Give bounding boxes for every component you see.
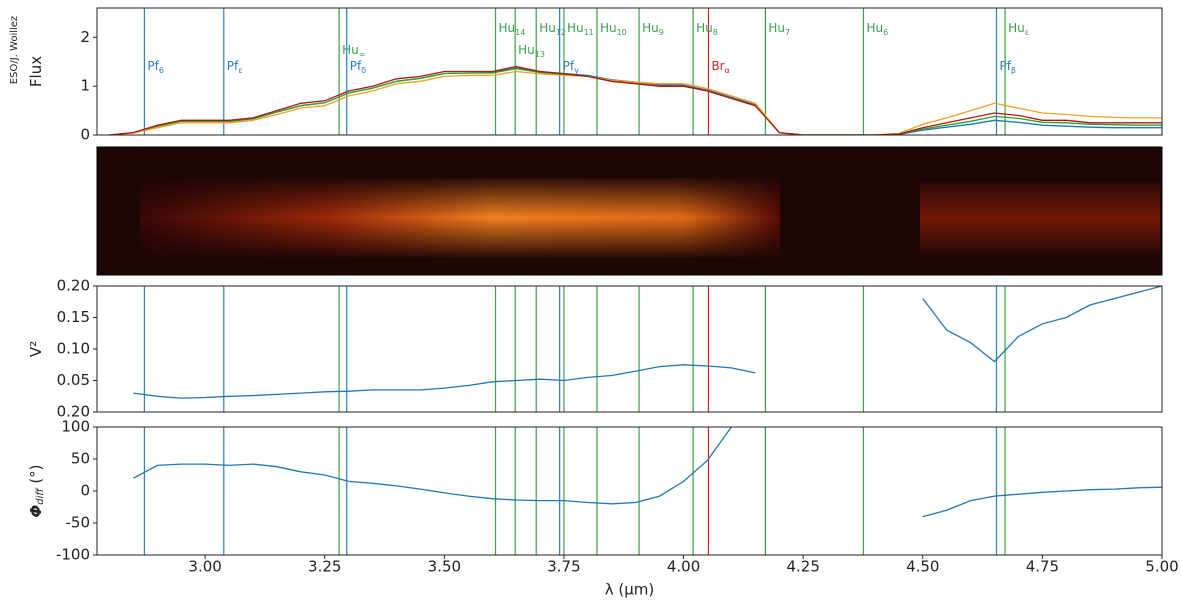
spectral-line-label: Hu14 (499, 21, 526, 37)
spectral-line-label: Pfε (227, 59, 243, 75)
line-label-text: Hu (642, 21, 659, 35)
y-axis-label: Φdiff (°) (27, 464, 47, 517)
line-label-sub: 14 (515, 28, 525, 37)
axes-frame (96, 285, 1163, 413)
x-tick-label: 4.00 (667, 558, 700, 576)
series-line (109, 67, 1162, 135)
spectral-line-label: Hu8 (696, 21, 718, 37)
line-label-text: Hu (342, 43, 359, 57)
y-tick-label: 2 (80, 28, 90, 46)
spectral-line-label: Hu10 (600, 21, 627, 37)
line-label-sub: β (1011, 66, 1016, 75)
spectral-line-label: Pfδ (350, 59, 366, 75)
x-tick-label: 4.25 (786, 558, 819, 576)
y-tick-label: 0.15 (57, 308, 90, 326)
line-label-sub: 12 (556, 28, 566, 37)
series-line (109, 65, 1162, 135)
y-tick-label: 0.20 (57, 403, 90, 421)
y-tick-label: 0.05 (57, 371, 90, 389)
spectral-line-label: Hu6 (866, 21, 888, 37)
y-tick-label: 0 (80, 482, 90, 500)
y-tick-label: 50 (71, 450, 90, 468)
line-label-sub: ε (238, 66, 242, 75)
spectral-line-label: Hu∞ (342, 43, 365, 59)
line-label-sub: 6 (159, 66, 164, 75)
y-tick-label: -100 (56, 546, 90, 564)
line-label-text: Hu (1008, 21, 1025, 35)
line-label-text: Pf (227, 59, 239, 73)
spectral-line-label: Huε (1008, 21, 1029, 37)
line-label-text: Hu (567, 21, 584, 35)
x-tick-label: 3.00 (188, 558, 221, 576)
line-label-text: Pf (563, 59, 575, 73)
y-tick-label: 0.20 (57, 277, 90, 295)
line-label-text: Hu (696, 21, 713, 35)
x-tick-label: 3.50 (428, 558, 461, 576)
spectral-line-label: Hu13 (518, 43, 545, 59)
spectral-line-label: Hu11 (567, 21, 594, 37)
spectral-line-label: Hu7 (768, 21, 790, 37)
y-label-text: Φ (27, 505, 45, 518)
spectral-line-label: Brα (711, 59, 729, 75)
y-label-text: V² (27, 341, 45, 357)
y-label-tail: (°) (27, 464, 45, 488)
x-tick-label: 5.00 (1145, 558, 1178, 576)
line-label-sub: 11 (584, 28, 594, 37)
y-axis-label: V² (27, 341, 45, 357)
y-tick-label: 0 (80, 126, 90, 144)
axes-frame (96, 426, 1163, 556)
y-tick-label: 1 (80, 77, 90, 95)
y-label-sub: diff (35, 487, 46, 505)
line-label-sub: 6 (883, 28, 888, 37)
line-label-sub: 13 (535, 50, 545, 59)
line-label-sub: 9 (659, 28, 664, 37)
spectral-line-label: Hu12 (539, 21, 566, 37)
line-label-text: Hu (499, 21, 516, 35)
x-tick-label: 4.50 (906, 558, 939, 576)
y-label-text: Flux (27, 56, 45, 87)
line-label-text: Pf (350, 59, 362, 73)
spectral-line-label: Hu9 (642, 21, 664, 37)
line-label-text: Hu (539, 21, 556, 35)
y-tick-label: 100 (61, 418, 90, 436)
line-label-text: Hu (866, 21, 883, 35)
spectral-line-label: Pfγ (563, 59, 579, 75)
credit: ESO/J. Woillez (9, 16, 20, 84)
line-label-sub: α (725, 66, 730, 75)
x-axis-label: λ (μm) (605, 581, 655, 599)
line-label-text: Hu (768, 21, 785, 35)
axes-frame (96, 7, 1163, 136)
spectrum-image (96, 146, 1163, 276)
plot-area (133, 286, 1162, 412)
x-tick-label: 4.75 (1026, 558, 1059, 576)
series-line (133, 286, 1162, 399)
line-label-sub: 7 (785, 28, 790, 37)
line-label-text: Pf (147, 59, 159, 73)
line-label-text: Hu (518, 43, 535, 57)
spectral-line-label: Pfβ (999, 59, 1016, 75)
line-label-sub: γ (574, 66, 579, 75)
spectral-line-label: Pf6 (147, 59, 164, 75)
x-tick-label: 3.75 (547, 558, 580, 576)
series-line (109, 67, 1162, 135)
x-tick-label: 3.25 (308, 558, 341, 576)
line-label-sub: 10 (617, 28, 627, 37)
line-label-sub: ε (1025, 28, 1029, 37)
y-tick-label: -50 (66, 514, 91, 532)
line-label-text: Hu (600, 21, 617, 35)
line-label-sub: 8 (713, 28, 718, 37)
line-label-sub: δ (361, 66, 366, 75)
plot-area (133, 427, 1162, 555)
line-label-sub: ∞ (359, 50, 366, 59)
y-axis-label: Flux (27, 56, 45, 87)
series-line (133, 427, 1162, 518)
line-label-text: Br (711, 59, 724, 73)
y-tick-label: 0.10 (57, 340, 90, 358)
series-line (109, 70, 1162, 135)
